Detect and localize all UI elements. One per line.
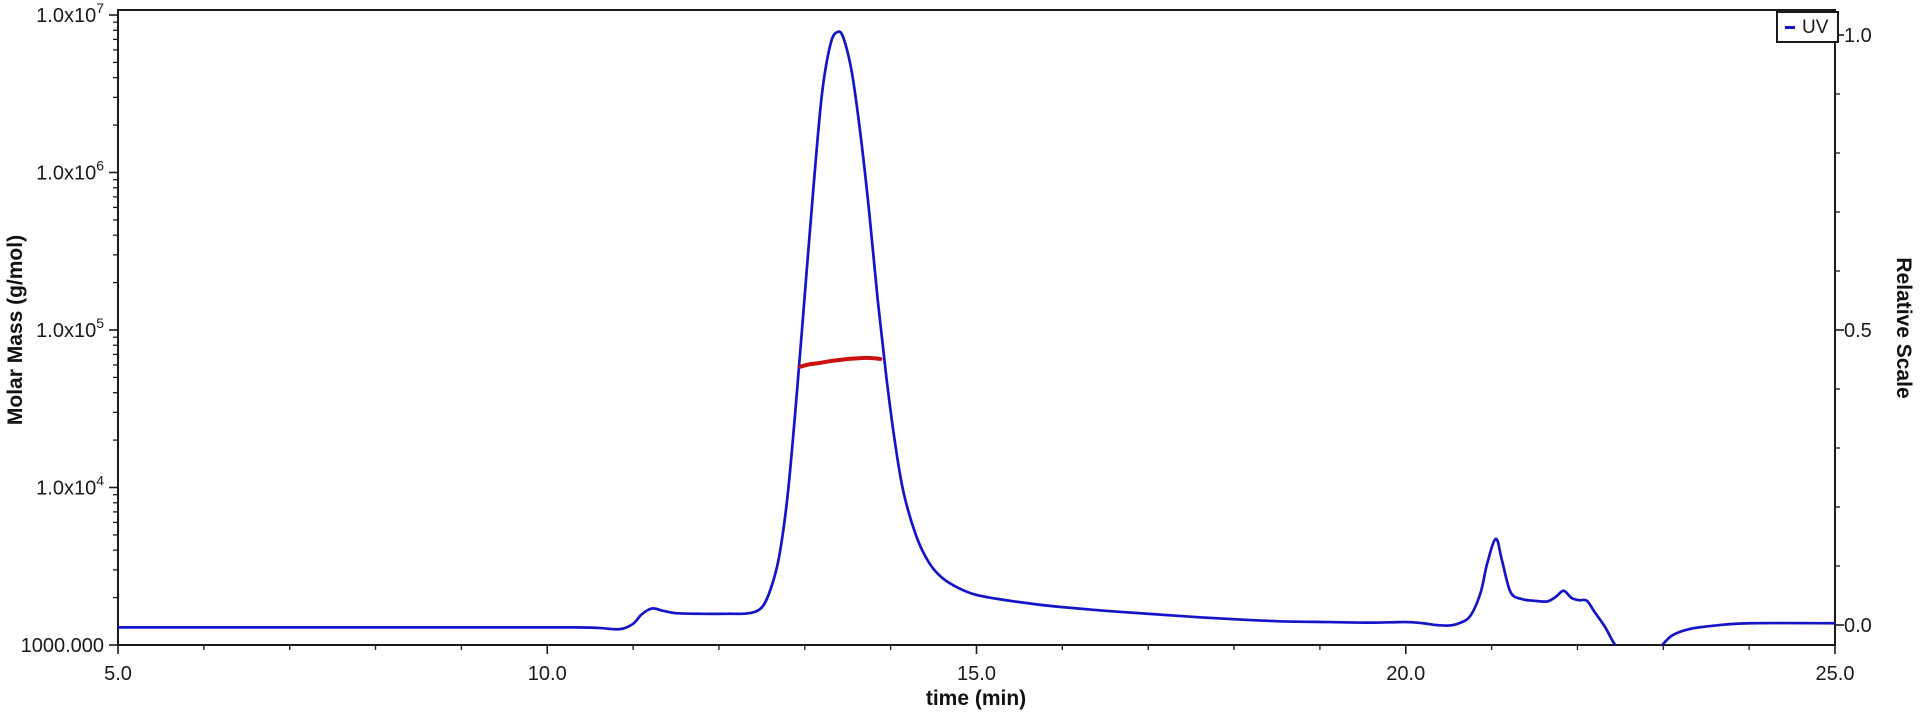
molar-mass-trace	[798, 355, 883, 369]
uv-trace	[118, 30, 1835, 645]
svg-text:1000.000: 1000.000	[21, 635, 104, 657]
uv-legend-label: UV	[1802, 16, 1829, 38]
svg-text:15.0: 15.0	[957, 663, 996, 685]
svg-text:25.0: 25.0	[1816, 663, 1855, 685]
left-axis-ticks: 1.0x107 1.0x106 1.0x105 1.0x104 1000.000	[21, 0, 118, 657]
right-axis-ticks: 0.0 0.5 1.0	[1835, 25, 1872, 637]
svg-text:1.0x104: 1.0x104	[36, 473, 104, 500]
right-axis-title: Relative Scale	[1892, 257, 1915, 399]
x-axis-title: time (min)	[925, 687, 1027, 710]
left-axis-title: Molar Mass (g/mol)	[4, 234, 27, 426]
plot-frame	[117, 9, 1836, 646]
svg-text:5.0: 5.0	[104, 663, 132, 685]
svg-text:1.0x107: 1.0x107	[36, 0, 104, 27]
svg-text:0.0: 0.0	[1844, 615, 1872, 637]
legend-box: UV	[1776, 11, 1840, 43]
svg-text:1.0x106: 1.0x106	[36, 158, 104, 185]
svg-text:20.0: 20.0	[1386, 663, 1425, 685]
svg-text:0.5: 0.5	[1844, 320, 1872, 342]
uv-legend-line-icon	[1785, 25, 1795, 29]
svg-text:10.0: 10.0	[528, 663, 567, 685]
svg-text:1.0x105: 1.0x105	[36, 315, 104, 342]
x-axis-ticks: 5.0 10.0 15.0 20.0 25.0	[104, 645, 1854, 685]
svg-text:1.0: 1.0	[1844, 25, 1872, 47]
